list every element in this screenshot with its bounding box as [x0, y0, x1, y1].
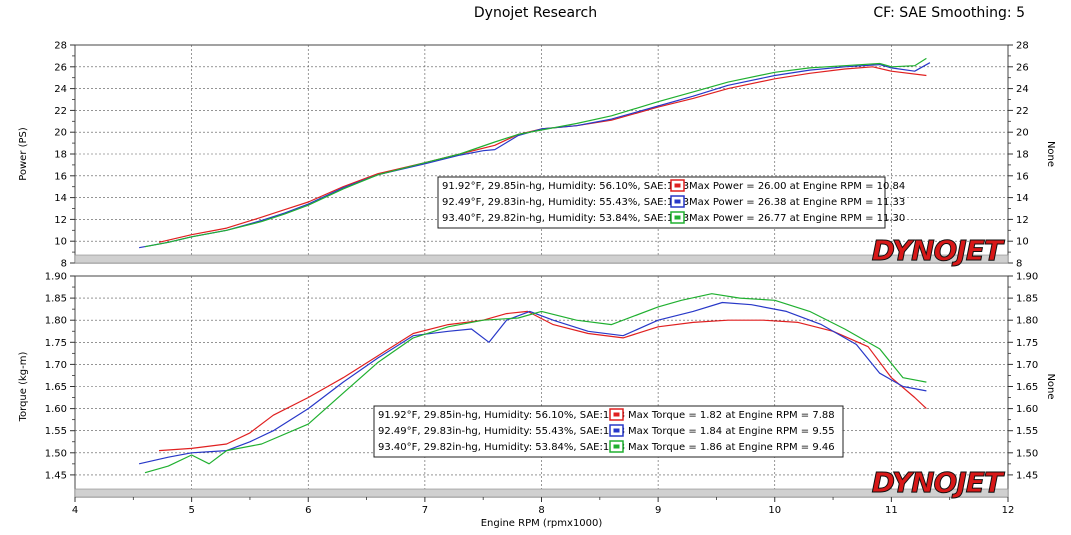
power-legend-swatch-inner — [674, 215, 681, 220]
power-legend-swatch-inner — [674, 183, 681, 188]
torque-ytick-label-right: 1.45 — [1016, 470, 1038, 481]
power-ytick-label-right: 12 — [1016, 215, 1029, 226]
torque-legend-conditions: 91.92°F, 29.85in-hg, Humidity: 56.10%, S… — [378, 410, 625, 421]
power-y-axis-label: Power (PS) — [18, 127, 29, 181]
torque-ytick-label-left: 1.60 — [45, 404, 67, 415]
power-ytick-label-right: 22 — [1016, 106, 1029, 117]
torque-legend-conditions: 92.49°F, 29.83in-hg, Humidity: 55.43%, S… — [378, 426, 625, 437]
power-series-line-2 — [138, 62, 931, 249]
torque-legend-summary: Max Torque = 1.82 at Engine RPM = 7.88 — [628, 410, 835, 421]
x-axis-label: Engine RPM (rpmx1000) — [481, 518, 603, 529]
xtick-label: 7 — [422, 505, 428, 516]
torque-legend-swatch-inner — [613, 444, 620, 449]
correction-factor-label: CF: SAE Smoothing: 5 — [873, 5, 1025, 21]
power-ytick-label-right: 26 — [1016, 62, 1029, 73]
torque-legend-swatch-inner — [613, 428, 620, 433]
torque-ytick-label-right: 1.50 — [1016, 448, 1038, 459]
power-legend-conditions: 91.92°F, 29.85in-hg, Humidity: 56.10%, S… — [442, 181, 689, 192]
power-ytick-label-right: 24 — [1016, 84, 1029, 95]
power-ytick-label-right: 8 — [1016, 259, 1022, 270]
torque-series-line-3 — [144, 293, 927, 474]
power-legend-summary: Max Power = 26.00 at Engine RPM = 10.84 — [689, 181, 905, 192]
torque-legend-summary: Max Torque = 1.84 at Engine RPM = 9.55 — [628, 426, 835, 437]
torque-ytick-label-left: 1.50 — [45, 448, 67, 459]
power-legend-box — [437, 176, 886, 229]
xtick-label: 4 — [72, 505, 78, 516]
torque-ytick-label-left: 1.70 — [45, 360, 67, 371]
xtick-label: 5 — [188, 505, 194, 516]
power-ytick-label-right: 20 — [1016, 128, 1029, 139]
power-legend-swatch-inner — [674, 199, 681, 204]
power-legend-summary: Max Power = 26.38 at Engine RPM = 11.33 — [689, 197, 905, 208]
torque-ytick-label-right: 1.60 — [1016, 404, 1038, 415]
torque-legend-conditions: 93.40°F, 29.82in-hg, Humidity: 53.84%, S… — [378, 442, 625, 453]
power-ytick-label-right: 18 — [1016, 150, 1029, 161]
torque-ytick-label-left: 1.80 — [45, 316, 67, 327]
torque-panel: 1.45 1.45 1.50 1.50 1.55 1.55 1.60 1.60 1.65 1.65… — [18, 272, 1056, 500]
power-ytick-label-left: 12 — [54, 215, 67, 226]
power-panel: 8 8 10 10 12 12 14 14 16 16 18 18 20 20 22 22 24 24 26 26 28… — [18, 41, 1056, 270]
power-series-line-3 — [144, 57, 927, 248]
power-ytick-label-left: 22 — [54, 106, 67, 117]
power-ytick-label-left: 26 — [54, 62, 67, 73]
torque-ytick-label-right: 1.75 — [1016, 338, 1038, 349]
xtick-label: 10 — [768, 505, 781, 516]
torque-series-line-1 — [158, 310, 927, 452]
torque-bottom-strip — [74, 488, 1009, 498]
torque-ytick-label-right: 1.85 — [1016, 294, 1038, 305]
torque-ytick-label-right: 1.80 — [1016, 316, 1038, 327]
xtick-label: 12 — [1002, 505, 1015, 516]
power-ytick-label-left: 16 — [54, 171, 67, 182]
power-ytick-label-left: 20 — [54, 128, 67, 139]
xtick-label: 8 — [538, 505, 544, 516]
power-ytick-label-left: 28 — [54, 41, 67, 52]
torque-ytick-label-left: 1.90 — [45, 272, 67, 283]
power-ytick-label-right: 16 — [1016, 171, 1029, 182]
power-ytick-label-right: 14 — [1016, 193, 1029, 204]
power-ytick-label-right: 28 — [1016, 41, 1029, 52]
xtick-label: 6 — [305, 505, 311, 516]
torque-legend-summary: Max Torque = 1.86 at Engine RPM = 9.46 — [628, 442, 835, 453]
chart-title: Dynojet Research — [473, 5, 598, 21]
power-legend-conditions: 92.49°F, 29.83in-hg, Humidity: 55.43%, S… — [442, 197, 689, 208]
torque-ytick-label-left: 1.45 — [45, 470, 67, 481]
power-ytick-label-left: 18 — [54, 150, 67, 161]
torque-legend-swatch-inner — [613, 412, 620, 417]
power-ytick-label-left: 14 — [54, 193, 67, 204]
torque-ytick-label-right: 1.55 — [1016, 426, 1038, 437]
torque-ytick-label-left: 1.85 — [45, 294, 67, 305]
torque-ytick-label-left: 1.65 — [45, 382, 67, 393]
power-ytick-label-left: 10 — [54, 237, 67, 248]
power-ytick-label-left: 8 — [61, 259, 67, 270]
torque-series-line-2 — [138, 301, 927, 465]
torque-ytick-label-right: 1.65 — [1016, 382, 1038, 393]
torque-y-axis-label: Torque (kg-m) — [18, 352, 29, 423]
power-brand-logo: DYNOJET — [872, 234, 1005, 267]
torque-ytick-label-right: 1.70 — [1016, 360, 1038, 371]
xtick-label: 9 — [655, 505, 661, 516]
power-legend-conditions: 93.40°F, 29.82in-hg, Humidity: 53.84%, S… — [442, 213, 689, 224]
torque-ytick-label-left: 1.55 — [45, 426, 67, 437]
power-ytick-label-right: 10 — [1016, 237, 1029, 248]
torque-ytick-label-right: 1.90 — [1016, 272, 1038, 283]
power-bottom-strip — [74, 254, 1009, 264]
power-y-axis-label-right: None — [1045, 141, 1056, 167]
torque-y-axis-label-right: None — [1045, 373, 1056, 399]
torque-legend-box — [373, 405, 844, 458]
torque-brand-logo: DYNOJET — [872, 466, 1005, 499]
power-ytick-label-left: 24 — [54, 84, 67, 95]
torque-ytick-label-left: 1.75 — [45, 338, 67, 349]
x-axis: 4 5 6 7 8 9 10 11 12 Engine RPM (rpmx1000) — [72, 497, 1015, 529]
xtick-label: 11 — [885, 505, 898, 516]
power-legend-summary: Max Power = 26.77 at Engine RPM = 11.30 — [689, 213, 905, 224]
